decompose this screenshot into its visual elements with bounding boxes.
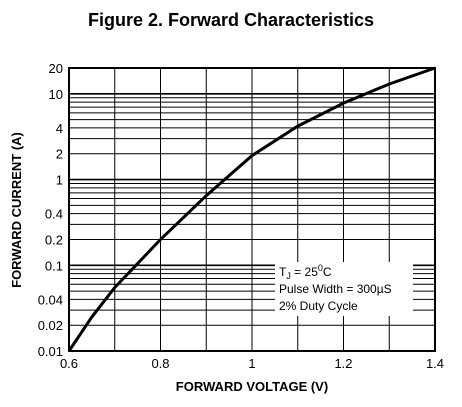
y-tick-label: 20: [49, 61, 63, 76]
annotation-background: [275, 262, 413, 316]
y-tick-label: 0.2: [45, 232, 63, 247]
series-line-forward-current: [67, 66, 436, 352]
annotation-duty-cycle: 2% Duty Cycle: [279, 299, 358, 313]
y-tick-label: 0.1: [45, 258, 63, 273]
x-tick-label: 0.6: [60, 356, 78, 371]
y-tick-label: 4: [56, 121, 63, 136]
x-tick-label: 1.2: [334, 356, 352, 371]
y-tick-label: 0.4: [45, 207, 63, 222]
x-axis-label: FORWARD VOLTAGE (V): [176, 379, 328, 394]
tj-prefix: T: [279, 265, 287, 279]
test-conditions-annotation: TJ = 250C Pulse Width = 300µS 2% Duty Cy…: [275, 262, 413, 316]
x-tick-label: 1: [248, 356, 255, 371]
y-tick-label: 10: [49, 87, 63, 102]
annotation-pulse-width: Pulse Width = 300µS: [279, 282, 392, 296]
y-tick-label: 2: [56, 147, 63, 162]
x-tick-label: 0.8: [151, 356, 169, 371]
y-tick-label: 0.02: [38, 318, 63, 333]
y-tick-label: 0.04: [38, 292, 63, 307]
tj-unit: C: [323, 265, 332, 279]
plot-frame: [68, 67, 436, 352]
tj-superscript: 0: [318, 263, 323, 273]
annotation-junction-temperature: TJ = 250C: [279, 263, 332, 281]
tick-labels: 0.6 0.8 1 1.2 1.4 20 10 4 2 1 0.4 0.2 0.1 0.04 0.02 0.0…: [38, 61, 444, 371]
y-axis-label: FORWARD CURRENT (A): [9, 132, 24, 288]
y-tick-label: 1: [56, 173, 63, 188]
chart-title: Figure 2. Forward Characteristics: [88, 10, 374, 30]
tj-subscript: J: [286, 271, 291, 281]
y-tick-label: 0.01: [38, 344, 63, 359]
x-tick-label: 1.4: [426, 356, 444, 371]
tj-mid: = 25: [291, 265, 318, 279]
